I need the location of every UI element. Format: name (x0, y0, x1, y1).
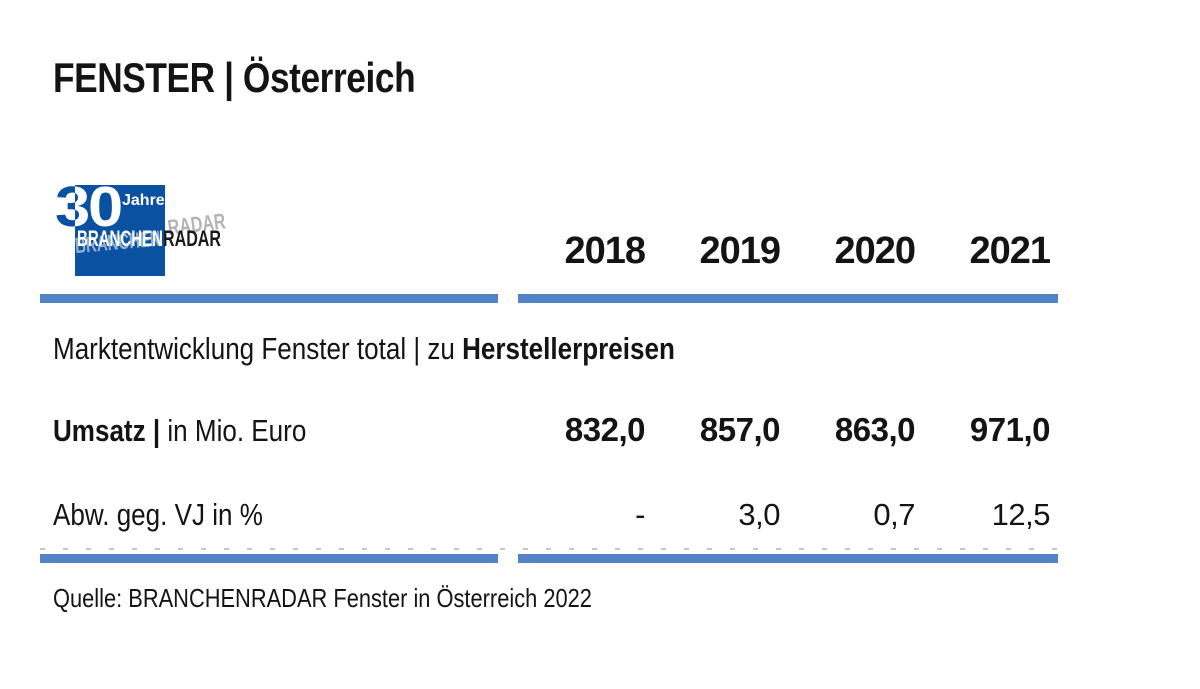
row-label-abweichung: Abw. geg. VJ in % (40, 497, 518, 533)
umsatz-value-2020: 863,0 (834, 411, 916, 449)
content-area: FENSTER | Österreich 30 30 Jahre BRANCHE… (40, 54, 1058, 614)
branchenradar-logo-graphic: 30 30 Jahre BRANCHEN RADAR BRANCHEN RADA… (55, 175, 227, 277)
bottom-divider (40, 554, 1058, 564)
source-line: Quelle: BRANCHENRADAR Fenster in Österre… (40, 583, 1058, 614)
branchenradar-logo: 30 30 Jahre BRANCHEN RADAR BRANCHEN RADA… (40, 175, 498, 287)
logo-30-white: 30 (55, 180, 121, 239)
umsatz-value-2019: 857,0 (699, 411, 781, 449)
year-header-2018: 2018 (564, 230, 646, 273)
page-title: FENSTER | Österreich (40, 54, 1058, 101)
row-label-umsatz-regular: in Mio. Euro (167, 413, 307, 449)
umsatz-value-2021: 971,0 (969, 411, 1051, 449)
section-title-regular: Marktentwicklung Fenster total | zu (53, 331, 463, 367)
section-title-bold: Herstellerpreisen (462, 331, 675, 367)
bottom-divider-right-bar (518, 554, 1058, 564)
logo-30-blue: 30 (55, 180, 121, 239)
table-row-umsatz: Umsatz | in Mio. Euro 832,0 857,0 863,0 … (40, 411, 1058, 449)
year-header-2020: 2020 (834, 230, 916, 273)
top-divider-right-bar (518, 294, 1058, 304)
faint-dashed-rule (40, 548, 1058, 551)
umsatz-value-2018: 832,0 (564, 411, 646, 449)
bottom-divider-left-bar (40, 554, 498, 564)
year-header-2021: 2021 (969, 230, 1051, 273)
row-label-umsatz-bold: Umsatz | (53, 413, 168, 449)
header-row: 30 30 Jahre BRANCHEN RADAR BRANCHEN RADA… (40, 175, 1058, 287)
top-divider (40, 294, 1058, 304)
section-title-text: Marktentwicklung Fenster total | zu Hers… (53, 330, 675, 367)
abweichung-value-2020: 0,7 (873, 497, 915, 533)
abweichung-value-2018: - (635, 497, 645, 533)
logo-square (75, 185, 165, 277)
row-label-umsatz-text: Umsatz | in Mio. Euro (53, 413, 306, 449)
logo-branchen-label: BRANCHEN (77, 226, 163, 251)
year-header-2019: 2019 (699, 230, 781, 273)
section-title: Marktentwicklung Fenster total | zu Hers… (40, 330, 1058, 367)
abweichung-value-2019: 3,0 (738, 497, 780, 533)
source-text: Quelle: BRANCHENRADAR Fenster in Österre… (53, 583, 592, 614)
abweichung-value-2021: 12,5 (991, 497, 1051, 533)
row-label-umsatz: Umsatz | in Mio. Euro (40, 413, 518, 449)
logo-radar-label: RADAR (163, 226, 221, 251)
row-label-abweichung-text: Abw. geg. VJ in % (53, 497, 263, 533)
top-divider-left-bar (40, 294, 498, 304)
page-title-text: FENSTER | Österreich (53, 54, 416, 101)
table-row-abweichung: Abw. geg. VJ in % - 3,0 0,7 12,5 (40, 497, 1058, 533)
logo-jahre-label: Jahre (122, 192, 165, 209)
